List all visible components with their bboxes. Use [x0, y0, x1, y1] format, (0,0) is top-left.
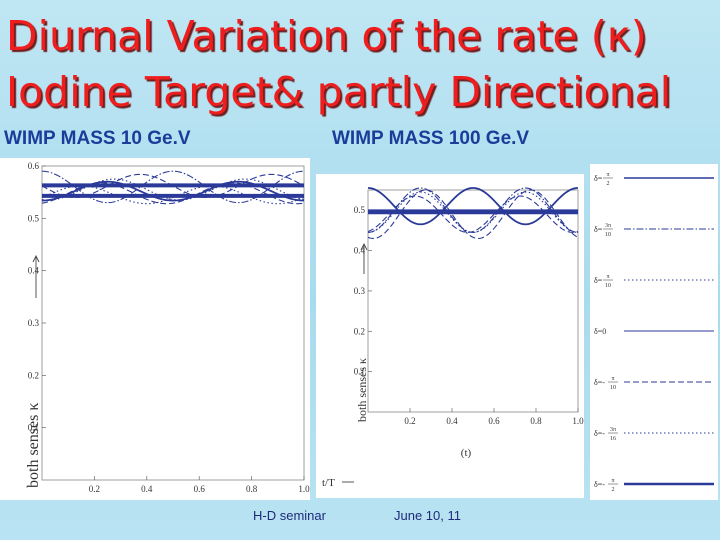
y-tick-label: 0.4: [28, 266, 40, 276]
x-tick-label: 0.4: [446, 416, 458, 426]
y-tick-label: 0.4: [354, 246, 366, 256]
legend-numerator: 3π: [610, 427, 616, 433]
legend-numerator: 3π: [605, 223, 611, 229]
legend-panel: δ= π 2 δ= 3π 10 δ= π 10 δ=0 δ=- π 10 δ=- 3π 16 δ=- π 2: [590, 164, 718, 500]
x-tick-label: 0.2: [89, 484, 100, 494]
y-axis-arrowhead: [360, 242, 368, 251]
plot-frame: [41, 165, 305, 481]
slide-title-line2: Iodine Target& partly Directional: [6, 68, 672, 116]
series-line: [367, 187, 579, 226]
x-tick-label: 0.6: [488, 416, 500, 426]
footer-seminar: H-D seminar: [253, 508, 326, 523]
subtitle-left: WIMP MASS 10 Ge.V: [4, 128, 191, 149]
x-tick-label: 1.0: [298, 484, 310, 494]
legend-denominator: 2: [612, 487, 615, 493]
series-line: [367, 195, 579, 233]
legend-denominator: 10: [605, 232, 611, 238]
y-tick-label: 0.3: [28, 318, 40, 328]
series-line: [367, 189, 579, 239]
x-tick-label: 0.6: [194, 484, 206, 494]
x-axis-label: t/T: [322, 477, 335, 489]
chart-panel-right: 0.2 0.4 0.6 0.8 1.0 0.1 0.2 0.3 0.4 0.5 both sense…: [316, 174, 584, 498]
chart-panel-left: 0.2 0.4 0.6 0.8 1.0 0.1 0.2 0.3 0.4 0.5 0.6 both se…: [0, 158, 310, 500]
y-tick-label: 0.5: [28, 213, 40, 223]
x-center-marker: (t): [461, 447, 472, 459]
legend-label: δ=: [594, 174, 603, 183]
x-tick-label: 0.2: [404, 416, 415, 426]
legend-denominator: 10: [610, 385, 616, 391]
x-tick-label: 0.8: [246, 484, 258, 494]
legend-label: δ=: [594, 276, 603, 285]
legend-denominator: 16: [610, 436, 616, 442]
y-tick-label: 0.1: [28, 423, 39, 433]
y-tick-label: 0.3: [354, 286, 366, 296]
legend-numerator: π: [606, 172, 609, 178]
legend-label: δ=-: [594, 429, 605, 438]
legend-numerator: π: [611, 376, 614, 382]
y-tick-label: 0.5: [354, 205, 366, 215]
legend-denominator: 10: [605, 283, 611, 289]
series-line: [41, 180, 305, 202]
legend-numerator: π: [606, 274, 609, 280]
series-line: [41, 182, 305, 205]
chart-right: 0.2 0.4 0.6 0.8 1.0 0.1 0.2 0.3 0.4 0.5 both sense…: [322, 187, 584, 489]
y-tick-label: 0.1: [354, 367, 365, 377]
subtitle-right: WIMP MASS 100 Ge.V: [332, 128, 530, 149]
y-axis-label: both senses κ: [355, 358, 369, 422]
legend-denominator: 2: [607, 181, 610, 187]
series-line: [367, 191, 579, 233]
plot-frame: [367, 189, 579, 413]
y-axis-arrowhead: [32, 254, 40, 263]
y-tick-label: 0.2: [28, 370, 39, 380]
slide-title-line1: Diurnal Variation of the rate (κ): [6, 12, 647, 60]
x-tick-label: 1.0: [572, 416, 584, 426]
legend-label: δ=: [594, 225, 603, 234]
footer-date: June 10, 11: [394, 508, 461, 523]
y-tick-label: 0.2: [354, 326, 365, 336]
x-tick-label: 0.4: [141, 484, 153, 494]
y-axis-label: both senses κ: [25, 403, 42, 488]
legend-label: δ=-: [594, 378, 605, 387]
legend-label: δ=-: [594, 480, 605, 489]
legend-numerator: π: [611, 478, 614, 484]
y-tick-label: 0.6: [28, 161, 40, 171]
chart-left: 0.2 0.4 0.6 0.8 1.0 0.1 0.2 0.3 0.4 0.5 0.6 both se…: [25, 161, 310, 494]
legend-label: δ=0: [594, 327, 606, 336]
x-tick-label: 0.8: [530, 416, 542, 426]
